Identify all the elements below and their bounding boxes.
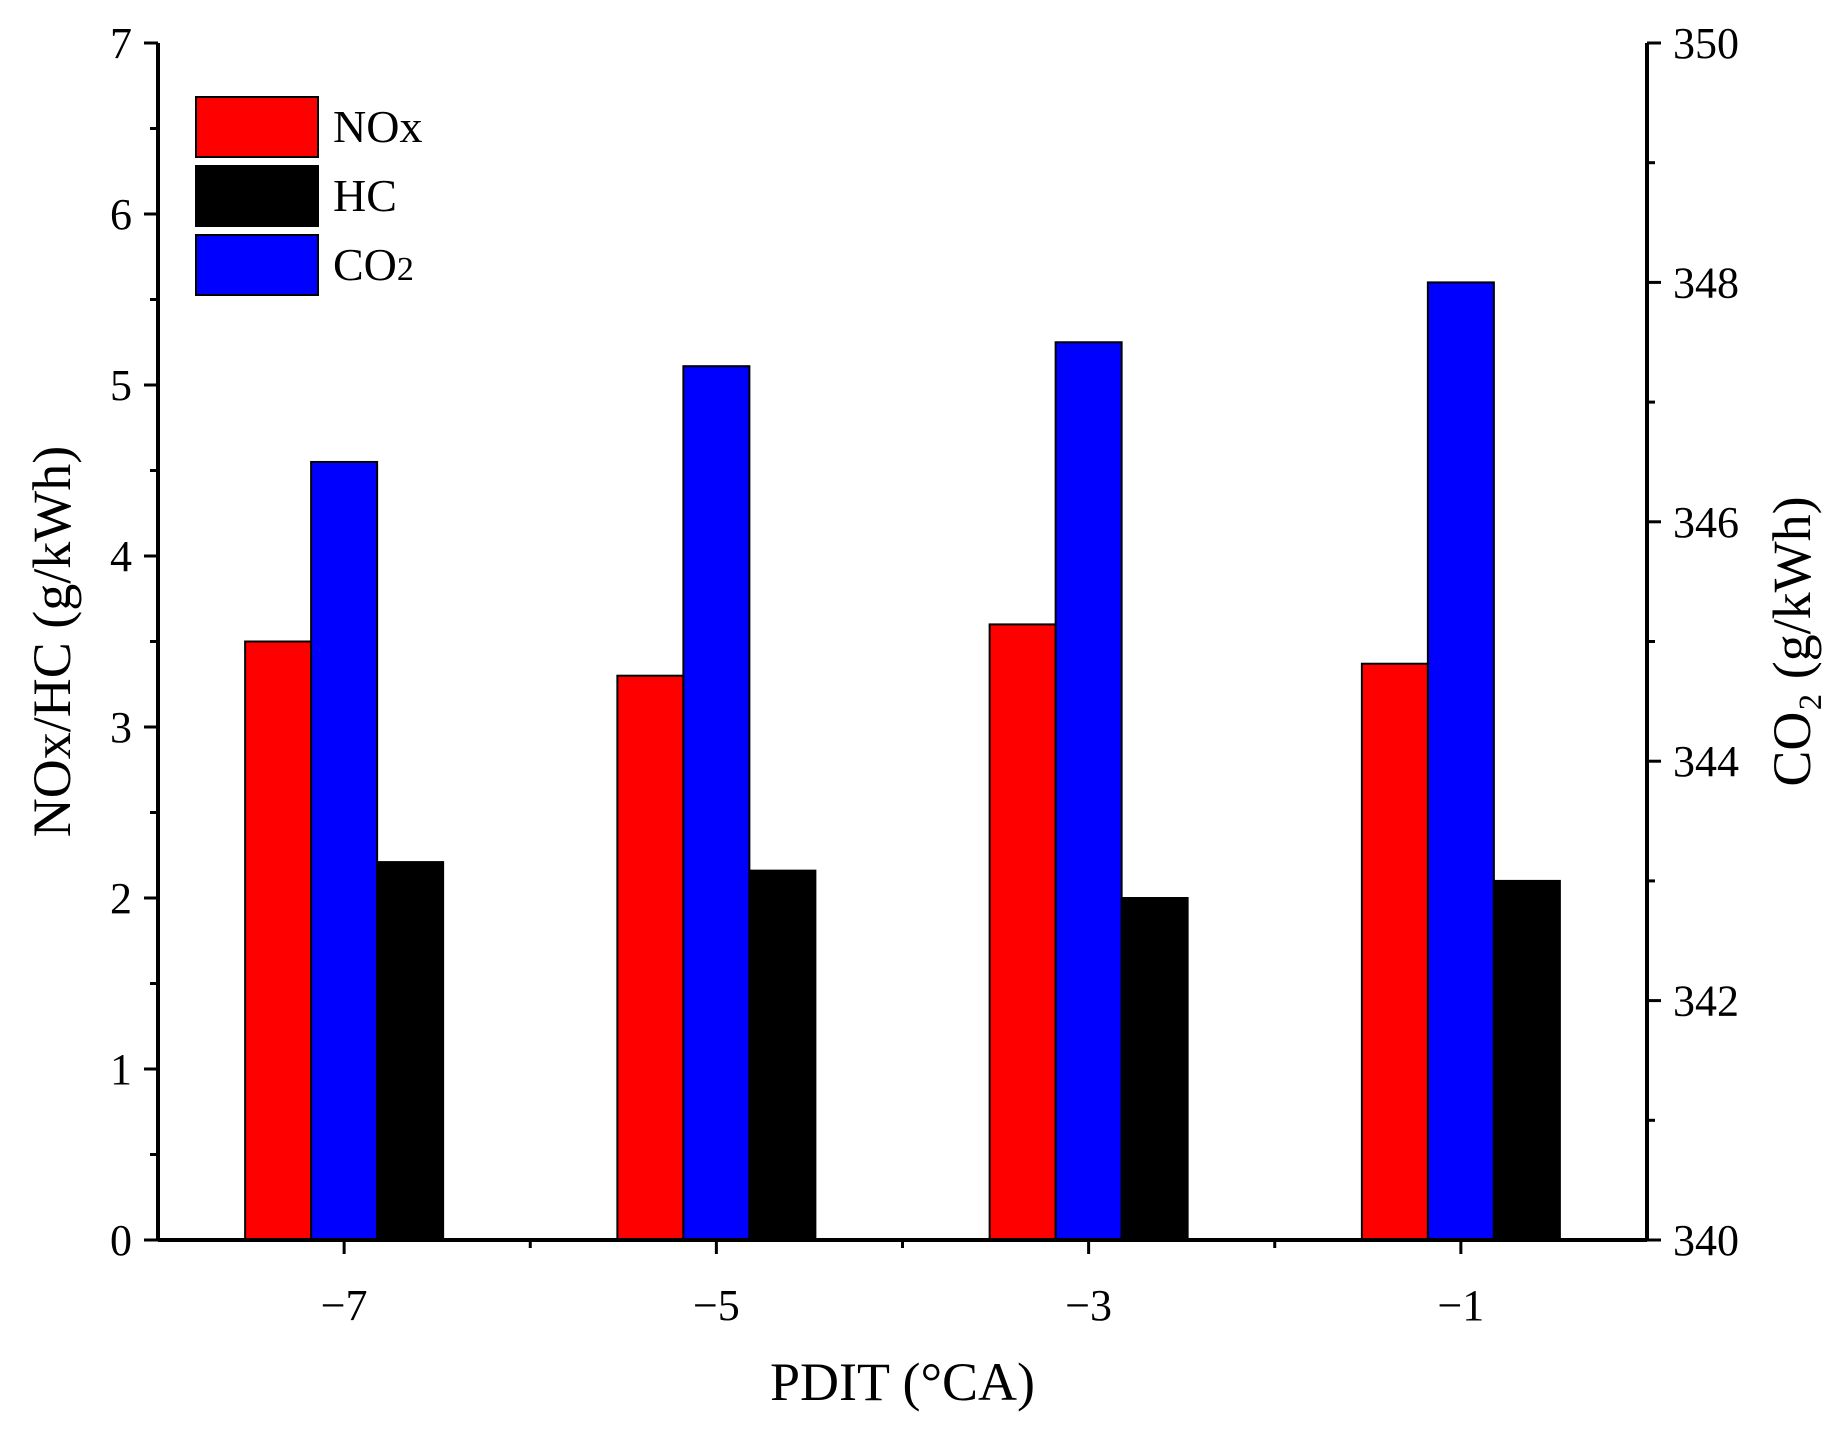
x-tick-label-3: −1	[1437, 1281, 1484, 1330]
left-tick-label-6: 6	[110, 190, 132, 239]
left-tick-label-7: 7	[110, 19, 132, 68]
bar-nox-2	[988, 623, 1057, 1241]
bar-hc-3	[1492, 879, 1561, 1242]
bar-hc-2	[1120, 897, 1189, 1241]
left-tick-label-5: 5	[110, 361, 132, 410]
bar-nox-0	[244, 640, 313, 1241]
x-tick-label-2: −3	[1065, 1281, 1112, 1330]
bar-nox-3	[1360, 662, 1429, 1241]
left-tick-label-1: 1	[110, 1045, 132, 1094]
left-tick-label-3: 3	[110, 703, 132, 752]
legend-swatch-hc	[195, 165, 319, 227]
bar-hc-0	[376, 861, 445, 1242]
axes-layer	[144, 41, 1661, 1254]
legend-swatch-co2	[195, 234, 319, 296]
bar-hc-1	[748, 869, 817, 1241]
x-tick-label-1: −5	[693, 1281, 740, 1330]
bar-nox-1	[616, 674, 685, 1241]
bar-co2-1	[682, 365, 751, 1241]
legend-label-co2: CO2	[333, 239, 414, 290]
right-tick-label-0: 340	[1673, 1216, 1739, 1265]
x-tick-label-0: −7	[321, 1281, 368, 1330]
x-axis-title: PDIT (°CA)	[770, 1352, 1035, 1412]
left-tick-label-2: 2	[110, 874, 132, 923]
legend-swatch-nox	[195, 96, 319, 158]
left-tick-label-4: 4	[110, 532, 132, 581]
right-tick-label-2: 344	[1673, 737, 1739, 786]
right-tick-label-4: 348	[1673, 258, 1739, 307]
legend: NOx HC CO2	[195, 96, 422, 296]
left-axis-title: NOx/HC (g/kWh)	[22, 446, 82, 837]
bar-co2-3	[1426, 281, 1495, 1241]
right-tick-label-3: 346	[1673, 498, 1739, 547]
legend-label-nox: NOx	[333, 101, 422, 152]
right-tick-label-5: 350	[1673, 19, 1739, 68]
bars-layer	[244, 281, 1561, 1242]
legend-label-co2-subscript: 2	[397, 251, 414, 288]
bar-co2-0	[310, 460, 379, 1241]
left-tick-label-0: 0	[110, 1216, 132, 1265]
legend-label-hc: HC	[333, 170, 397, 221]
right-axis-title: CO₂ (g/kWh)	[1762, 496, 1822, 786]
labels-layer: 0 1 2 3 4 5 6 7 340 342 344 346 348 350 −7 −5 −3 −1 PDIT (…	[22, 19, 1822, 1412]
right-tick-label-1: 342	[1673, 977, 1739, 1026]
bar-co2-2	[1054, 341, 1123, 1241]
